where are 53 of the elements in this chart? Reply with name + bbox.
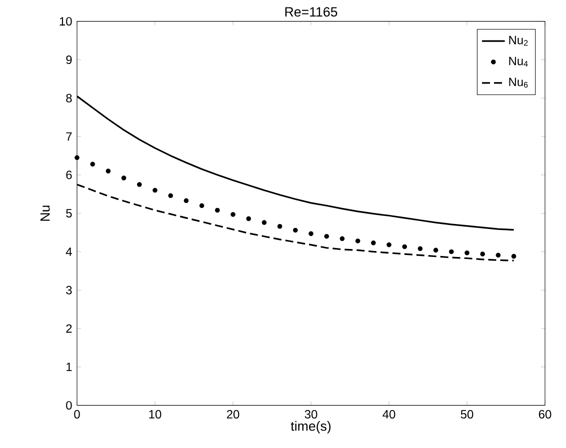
point [386,242,392,248]
point [355,238,360,244]
point [106,168,111,174]
y-tick-label: 3 [66,286,72,294]
point [433,248,438,253]
point [448,249,454,254]
y-axis-title: Nu [40,206,50,221]
legend-label: Nu$_{2}$ [509,36,528,46]
y-tick-label: 4 [66,248,72,256]
point [152,188,158,193]
chart-title: Re=1165 [285,7,338,17]
y-tick-label: 1 [66,362,72,372]
point [215,208,220,213]
y-tick-label: 0 [66,401,72,410]
y-tick-label: 5 [66,209,72,218]
point [402,244,408,250]
x-tick-label: 60 [538,410,552,419]
point [371,240,376,246]
point [137,182,142,187]
point [74,155,80,160]
point [199,203,204,208]
x-tick-label: 10 [149,410,162,419]
point [340,236,345,242]
x-tick-label: 0 [74,410,80,419]
point [464,250,470,256]
point [246,216,252,222]
y-tick-label: 10 [60,17,72,26]
point [324,234,330,239]
point [293,228,298,233]
point [230,212,236,217]
x-tick-label: 30 [304,410,318,419]
legend-label: Nu$_{4}$ [509,56,528,66]
x-tick-label: 20 [226,410,240,419]
point [511,254,516,259]
legend-label: Nu$_{6}$ [509,78,528,88]
x-tick-label: 50 [460,410,474,419]
y-tick-label: 2 [66,324,72,333]
point [480,252,485,256]
point [121,176,126,180]
y-tick-label: 6 [66,170,72,180]
y-tick-label: 9 [66,55,72,64]
x-tick-label: 40 [382,410,396,419]
point [184,198,189,204]
point [418,246,423,252]
point [168,193,174,198]
point [308,231,314,236]
point [277,224,282,229]
x-axis-title: time(s) [290,421,331,434]
point [262,220,267,225]
y-tick-label: 8 [66,94,72,102]
point [90,162,96,167]
point [496,252,501,258]
y-tick-label: 7 [66,132,72,141]
